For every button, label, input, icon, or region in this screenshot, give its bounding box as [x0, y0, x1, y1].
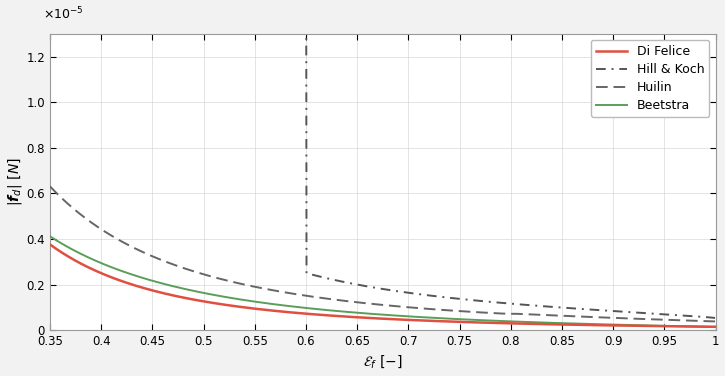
Huilin — [315, 295, 323, 300]
Huilin — [502, 311, 511, 316]
Huilin — [565, 314, 573, 318]
Beetstra — [502, 319, 511, 323]
Beetstra — [339, 309, 347, 314]
Hill & Koch — [565, 306, 573, 310]
Beetstra — [315, 307, 323, 312]
Huilin — [576, 314, 585, 319]
Huilin — [114, 237, 123, 242]
Hill & Koch — [339, 279, 347, 284]
Hill & Koch — [502, 301, 511, 306]
Beetstra — [114, 267, 123, 272]
Di Felice — [114, 277, 123, 282]
Di Felice — [576, 323, 585, 327]
Beetstra — [46, 234, 54, 238]
Huilin — [339, 299, 347, 303]
Di Felice — [315, 312, 323, 317]
Beetstra — [565, 321, 573, 326]
Hill & Koch — [315, 274, 323, 279]
Line: Beetstra: Beetstra — [50, 236, 716, 327]
Beetstra — [711, 325, 720, 329]
Line: Hill & Koch: Hill & Koch — [50, 0, 715, 318]
Text: $\times 10^{-5}$: $\times 10^{-5}$ — [44, 5, 84, 22]
Beetstra — [576, 321, 585, 326]
Di Felice — [565, 322, 573, 327]
Y-axis label: $|\boldsymbol{f}_d|\ [N]$: $|\boldsymbol{f}_d|\ [N]$ — [6, 158, 23, 206]
Di Felice — [46, 242, 54, 247]
Legend: Di Felice, Hill & Koch, Huilin, Beetstra: Di Felice, Hill & Koch, Huilin, Beetstra — [591, 40, 710, 117]
Di Felice — [502, 321, 511, 326]
Line: Di Felice: Di Felice — [50, 244, 716, 327]
Di Felice — [711, 324, 720, 329]
X-axis label: $\mathcal{E}_f\ [-]$: $\mathcal{E}_f\ [-]$ — [363, 354, 402, 370]
Huilin — [46, 184, 54, 189]
Di Felice — [339, 314, 347, 319]
Hill & Koch — [576, 307, 585, 311]
Line: Huilin: Huilin — [50, 186, 715, 321]
